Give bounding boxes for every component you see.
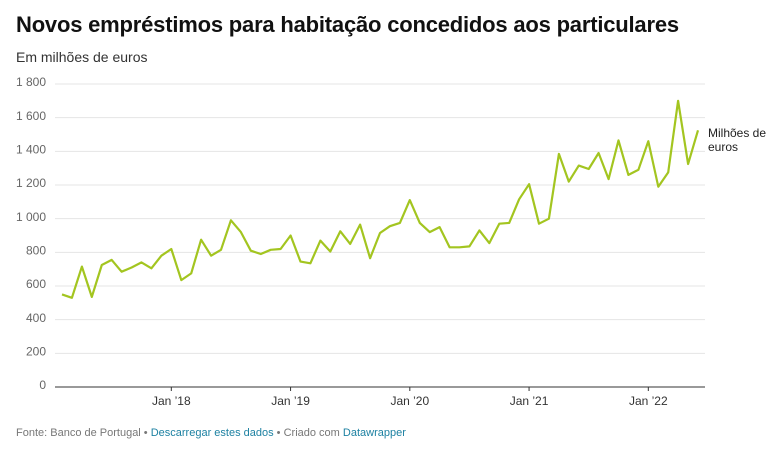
x-tick-label: Jan ’22: [629, 394, 668, 408]
y-tick-label: 600: [26, 277, 46, 291]
x-tick-label: Jan ’19: [271, 394, 310, 408]
y-tick-label: 1 000: [16, 210, 46, 224]
y-tick-label: 400: [26, 311, 46, 325]
line-label: Milhões de euros: [708, 126, 767, 154]
download-link[interactable]: Descarregar estes dados: [150, 427, 274, 439]
credit-link[interactable]: Datawrapper: [342, 427, 406, 439]
x-tick-label: Jan ’20: [390, 394, 429, 408]
x-tick-label: Jan ’21: [510, 394, 549, 408]
y-tick-label: 0: [39, 378, 46, 392]
source: Fonte: Banco de Portugal: [16, 427, 141, 439]
chart-subtitle: Em milhões de euros: [16, 49, 148, 65]
x-tick-label: Jan ’18: [152, 394, 191, 408]
chart-title: Novos empréstimos para habitação concedi…: [16, 12, 679, 37]
credit: Criado com: [283, 427, 340, 439]
y-tick-label: 1 800: [16, 75, 46, 89]
footer: Fonte: Banco de Portugal • Descarregar e…: [16, 427, 406, 439]
y-tick-label: 200: [26, 345, 46, 359]
y-tick-label: 1 400: [16, 143, 46, 157]
y-tick-label: 1 600: [16, 109, 46, 123]
data-line: [61, 99, 700, 299]
y-tick-label: 800: [26, 244, 46, 258]
y-tick-label: 1 200: [16, 176, 46, 190]
